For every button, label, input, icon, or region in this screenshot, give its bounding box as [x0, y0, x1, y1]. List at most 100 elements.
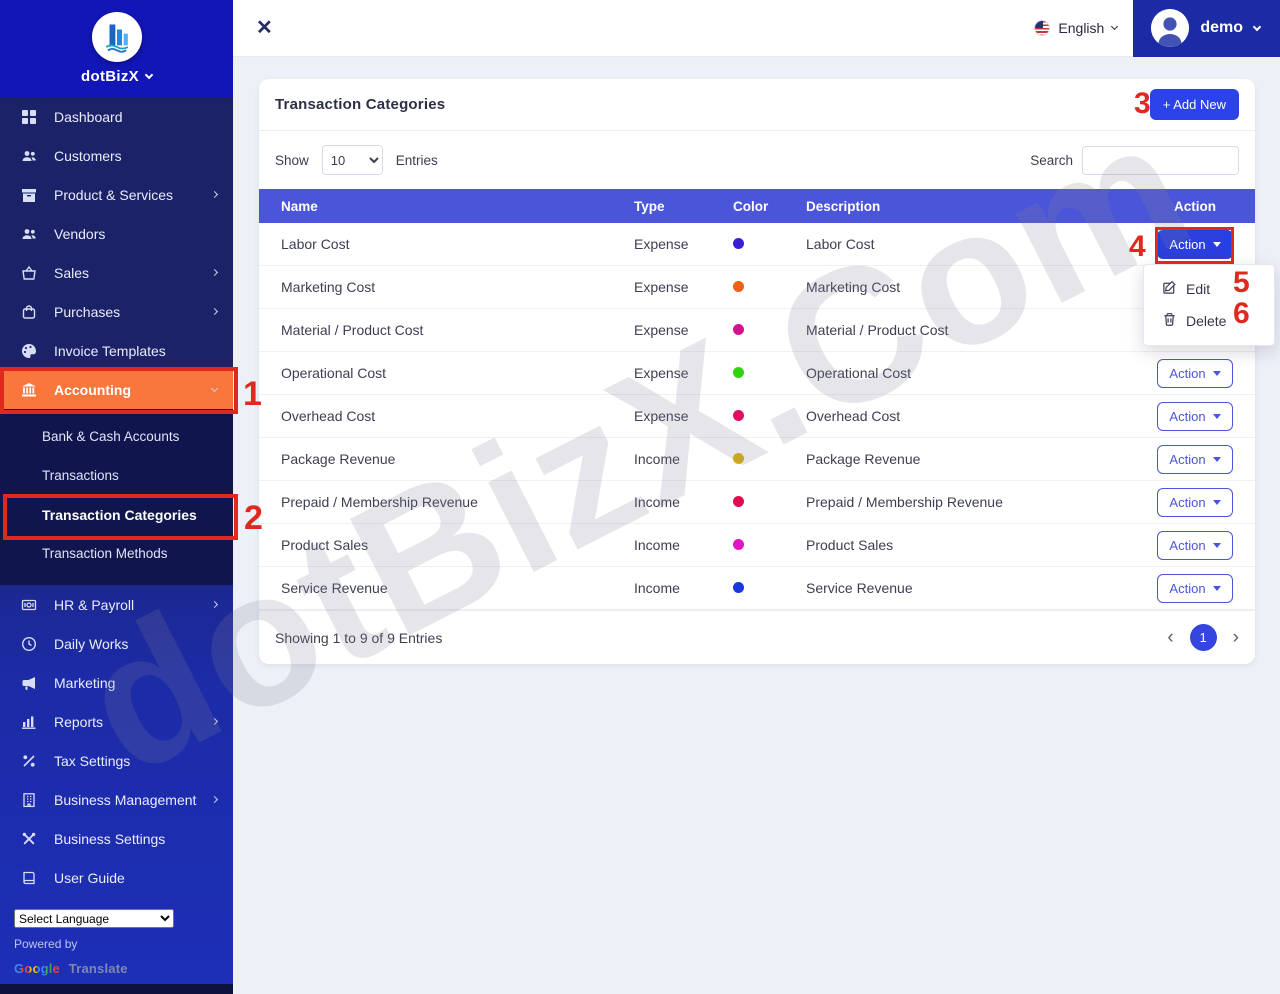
- table-row: Product Sales Income Product Sales Actio…: [259, 524, 1255, 567]
- close-icon[interactable]: ✕: [256, 17, 273, 39]
- book-icon: [20, 869, 37, 886]
- action-button-label: Action: [1169, 537, 1206, 553]
- cell-description: Marketing Cost: [806, 279, 901, 295]
- delete-menu-item[interactable]: Delete: [1144, 305, 1274, 337]
- sidebar-item-invoice-templates[interactable]: Invoice Templates: [0, 331, 233, 370]
- entries-summary: Showing 1 to 9 of 9 Entries: [275, 629, 443, 646]
- next-page-button[interactable]: ›: [1232, 627, 1239, 648]
- sidebar-item-label: Reports: [54, 713, 104, 730]
- row-action-button[interactable]: Action: [1157, 487, 1233, 517]
- color-dot: [733, 537, 806, 553]
- box-icon: [20, 186, 37, 203]
- action-button-label: Action: [1169, 580, 1206, 596]
- google-translate-logo[interactable]: Google Translate: [14, 961, 219, 976]
- color-dot: [733, 279, 806, 295]
- palette-icon: [20, 342, 37, 359]
- current-page-button[interactable]: 1: [1189, 624, 1217, 651]
- row-action-button[interactable]: Action: [1157, 401, 1233, 431]
- cell-name: Marketing Cost: [281, 279, 376, 295]
- table-row: Labor Cost Expense Labor Cost Action: [259, 223, 1255, 266]
- sidebar-footer-strip: [0, 984, 233, 994]
- sidebar-item-user-guide[interactable]: User Guide: [0, 858, 233, 897]
- cell-type: Expense: [634, 408, 689, 424]
- sidebar-item-label: Vendors: [54, 225, 106, 242]
- language-dropdown[interactable]: English: [1034, 20, 1119, 36]
- chevron-right-icon: [210, 717, 219, 726]
- row-action-button[interactable]: Action: [1157, 444, 1233, 474]
- cell-description: Package Revenue: [806, 451, 921, 467]
- sidebar-item-daily-works[interactable]: Daily Works: [0, 624, 233, 663]
- row-action-button[interactable]: Action: [1157, 573, 1233, 603]
- add-new-button[interactable]: + Add New: [1149, 89, 1239, 120]
- search-input[interactable]: [1082, 145, 1239, 175]
- user-menu[interactable]: demo: [1133, 0, 1280, 57]
- sidebar-item-marketing[interactable]: Marketing: [0, 663, 233, 702]
- cell-type: Income: [634, 494, 680, 510]
- cell-description: Material / Product Cost: [806, 322, 949, 338]
- sidebar-item-sales[interactable]: Sales: [0, 253, 233, 292]
- cell-type: Expense: [634, 236, 689, 252]
- sidebar-item-product-services[interactable]: Product & Services: [0, 175, 233, 214]
- sidebar-item-accounting[interactable]: Accounting: [0, 370, 233, 409]
- sidebar-item-vendors[interactable]: Vendors: [0, 214, 233, 253]
- payroll-icon: [20, 596, 37, 613]
- sidebar-item-purchases[interactable]: Purchases: [0, 292, 233, 331]
- users-icon: [20, 147, 37, 164]
- cell-description: Overhead Cost: [806, 408, 901, 424]
- sidebar-item-tax-settings[interactable]: Tax Settings: [0, 741, 233, 780]
- delete-label: Delete: [1186, 313, 1227, 329]
- action-button-label: Action: [1169, 408, 1206, 424]
- page-size-select[interactable]: 10: [321, 145, 383, 175]
- language-select[interactable]: Select Language: [14, 909, 174, 928]
- sidebar-item-label: Purchases: [54, 303, 121, 320]
- sidebar-menu: Dashboard Customers Product & Services V…: [0, 97, 233, 897]
- brand-block[interactable]: dotBizX: [0, 0, 233, 97]
- color-dot: [733, 451, 806, 467]
- table-row: Marketing Cost Expense Marketing Cost Ac…: [259, 266, 1255, 309]
- color-dot: [733, 408, 806, 424]
- row-action-button[interactable]: Action: [1157, 358, 1233, 388]
- sidebar-subitem-transactions[interactable]: Transactions: [42, 468, 119, 483]
- row-action-button[interactable]: Action: [1157, 530, 1233, 560]
- cell-type: Expense: [634, 279, 689, 295]
- topbar: ✕ English demo: [233, 0, 1280, 57]
- table-row: Material / Product Cost Expense Material…: [259, 309, 1255, 352]
- cell-description: Service Revenue: [806, 580, 913, 596]
- sidebar-item-label: Dashboard: [54, 108, 123, 125]
- cell-name: Service Revenue: [281, 580, 388, 596]
- sidebar-item-dashboard[interactable]: Dashboard: [0, 97, 233, 136]
- cell-name: Product Sales: [281, 537, 369, 553]
- cell-type: Expense: [634, 365, 689, 381]
- cell-type: Expense: [634, 322, 689, 338]
- column-header-name: Name: [281, 198, 318, 214]
- action-button-label: Action: [1169, 365, 1206, 381]
- previous-page-button[interactable]: ‹: [1167, 627, 1174, 648]
- chevron-right-icon: [210, 307, 219, 316]
- chevron-down-icon: [210, 384, 219, 392]
- table-row: Overhead Cost Expense Overhead Cost Acti…: [259, 395, 1255, 438]
- translate-text: Translate: [68, 961, 128, 976]
- action-dropdown: Edit Delete: [1143, 264, 1275, 346]
- bag-icon: [20, 303, 37, 320]
- accounting-submenu: Bank & Cash Accounts Transactions Transact…: [0, 409, 233, 585]
- cell-type: Income: [634, 580, 680, 596]
- sidebar-item-business-management[interactable]: Business Management: [0, 780, 233, 819]
- column-header-action: Action: [1174, 198, 1216, 214]
- row-action-button[interactable]: Action: [1157, 229, 1233, 259]
- sidebar-item-business-settings[interactable]: Business Settings: [0, 819, 233, 858]
- sidebar-item-hr-payroll[interactable]: HR & Payroll: [0, 585, 233, 624]
- sidebar-item-label: Daily Works: [54, 635, 129, 652]
- edit-menu-item[interactable]: Edit: [1144, 273, 1274, 305]
- table-row: Service Revenue Income Service Revenue A…: [259, 567, 1255, 610]
- sidebar-lower-items: HR & Payroll Daily Works Marketing Repor…: [0, 585, 233, 897]
- sidebar-item-customers[interactable]: Customers: [0, 136, 233, 175]
- sidebar-item-reports[interactable]: Reports: [0, 702, 233, 741]
- sidebar-subitem-bank-cash-accounts[interactable]: Bank & Cash Accounts: [42, 429, 180, 444]
- sidebar-subitem-transaction-categories[interactable]: Transaction Categories: [42, 506, 197, 523]
- cell-name: Overhead Cost: [281, 408, 376, 424]
- table-footer: Showing 1 to 9 of 9 Entries ‹ 1 ›: [259, 610, 1255, 664]
- sidebar-item-label: Product & Services: [54, 186, 174, 203]
- sidebar-subitem-transaction-methods[interactable]: Transaction Methods: [42, 546, 168, 561]
- sidebar-item-label: Business Management: [54, 791, 197, 808]
